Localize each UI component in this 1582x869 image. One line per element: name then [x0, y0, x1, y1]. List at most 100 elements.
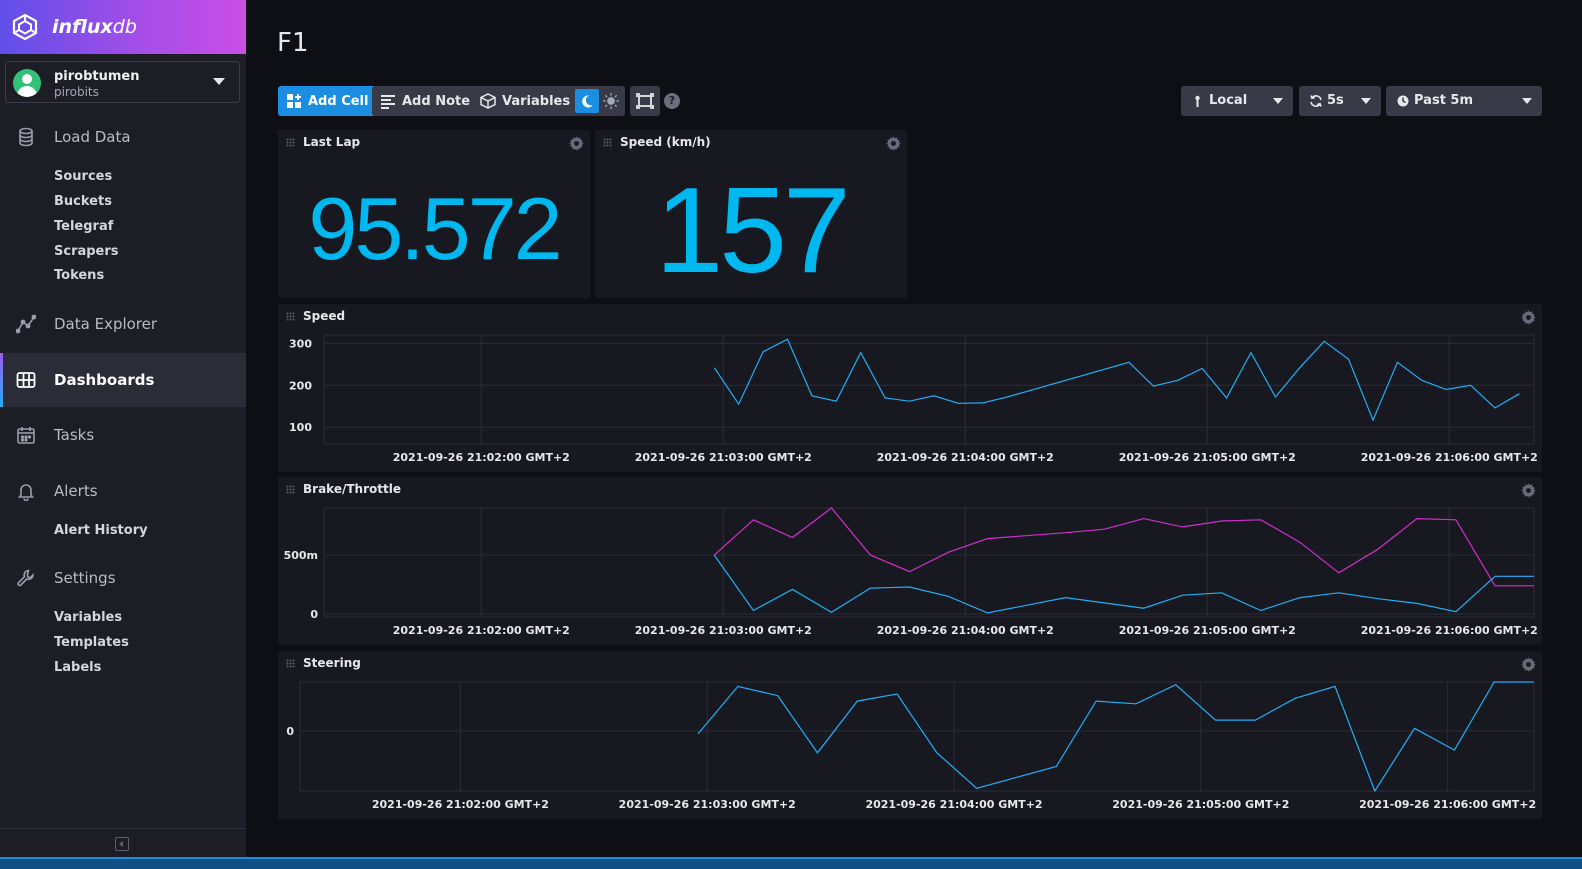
sidebar-subitem-labels[interactable]: Labels [54, 660, 102, 675]
help-icon[interactable]: ? [664, 93, 680, 109]
chevron-down-icon [1522, 98, 1532, 104]
cell-speed-graph[interactable]: Speed 100 200 300 2021-09-26 21:02:00 GMT+2… [278, 304, 1542, 472]
x-tick-label: 2021-09-26 21:02:00 GMT+2 [372, 798, 549, 811]
steering-line-chart[interactable]: 0 2021-09-26 21:02:00 GMT+2 2021-09-26 21:… [278, 651, 1542, 819]
y-tick-label: 500m [284, 549, 318, 562]
sidebar-subitem-templates[interactable]: Templates [54, 635, 129, 650]
series-line-speed[interactable] [713, 338, 1520, 422]
y-tick-label: 0 [310, 608, 318, 621]
time-range-dropdown[interactable]: Past 5m [1386, 86, 1542, 116]
series-line-steering[interactable] [697, 681, 1534, 793]
x-tick-label: 2021-09-26 21:05:00 GMT+2 [1119, 451, 1296, 464]
influxdb-logo-icon [12, 14, 38, 40]
sidebar-subitem-sources[interactable]: Sources [54, 169, 113, 184]
add-cell-label: Add Cell [308, 93, 369, 109]
dashboard-grid-icon [16, 372, 36, 388]
avatar [13, 69, 41, 97]
y-tick-label: 300 [289, 337, 312, 350]
collapse-icon [115, 837, 129, 851]
stat-value: 95.572 [308, 179, 562, 278]
sidebar-subitem-variables[interactable]: Variables [54, 610, 123, 625]
cell-title: Steering [303, 656, 361, 670]
drag-handle-icon[interactable] [286, 485, 295, 494]
stat-value: 157 [655, 162, 851, 298]
sun-icon[interactable] [602, 92, 620, 110]
sidebar-subitem-alert-history[interactable]: Alert History [54, 523, 148, 538]
drag-handle-icon[interactable] [286, 138, 295, 147]
user-name: pirobtumen [54, 69, 140, 84]
series-line-brake[interactable] [713, 554, 1534, 614]
cell-steering-graph[interactable]: Steering 0 2021-09-26 21:02:00 GMT+2 2021-… [278, 651, 1542, 819]
cell-brake-throttle-graph[interactable]: Brake/Throttle 0 500m 2021-09-26 21:02:00 … [278, 477, 1542, 645]
x-tick-label: 2021-09-26 21:03:00 GMT+2 [635, 451, 812, 464]
gear-icon[interactable] [886, 136, 901, 151]
refresh-icon [1310, 95, 1322, 107]
chevron-down-icon [1361, 98, 1371, 104]
sidebar-subitem-tokens[interactable]: Tokens [54, 268, 105, 283]
x-tick-label: 2021-09-26 21:06:00 GMT+2 [1361, 624, 1538, 637]
series-line-throttle[interactable] [713, 507, 1534, 587]
page-title[interactable]: F1 [277, 28, 309, 58]
clock-icon [1397, 95, 1409, 107]
sidebar-item-settings[interactable]: Settings [0, 551, 246, 605]
gear-icon[interactable] [1521, 310, 1536, 325]
x-tick-label: 2021-09-26 21:03:00 GMT+2 [619, 798, 796, 811]
timezone-value: Local [1209, 93, 1248, 108]
sidebar-item-label: Settings [54, 569, 116, 587]
location-pin-icon [1195, 95, 1200, 107]
x-tick-label: 2021-09-26 21:03:00 GMT+2 [635, 624, 812, 637]
x-tick-label: 2021-09-26 21:02:00 GMT+2 [393, 451, 570, 464]
wrench-icon [17, 569, 34, 587]
dark-mode-button[interactable] [575, 89, 599, 113]
bell-icon [17, 484, 35, 501]
sidebar-subitem-buckets[interactable]: Buckets [54, 194, 112, 209]
y-tick-label: 100 [289, 421, 312, 434]
theme-toggle[interactable] [572, 86, 625, 116]
x-tick-label: 2021-09-26 21:04:00 GMT+2 [877, 624, 1054, 637]
sidebar-item-dashboards[interactable]: Dashboards [0, 353, 246, 407]
gear-icon[interactable] [1521, 657, 1536, 672]
cell-speed-stat[interactable]: Speed (km/h) 157 [595, 130, 907, 298]
dashboard-main: F1 Add Cell Add Note Variables [246, 0, 1582, 869]
drag-handle-icon[interactable] [286, 659, 295, 668]
sidebar-subitem-telegraf[interactable]: Telegraf [54, 219, 114, 234]
sidebar-subitem-scrapers[interactable]: Scrapers [54, 244, 119, 259]
sidebar-item-label: Data Explorer [54, 315, 158, 333]
add-cell-button[interactable]: Add Cell [278, 86, 379, 116]
sidebar-item-label: Dashboards [54, 371, 155, 389]
calendar-icon [17, 427, 35, 444]
plot-frame [299, 681, 1535, 792]
gear-icon[interactable] [569, 136, 584, 151]
presentation-mode-button[interactable] [630, 86, 660, 116]
moon-icon [582, 95, 593, 108]
refresh-dropdown[interactable]: 5s [1299, 86, 1381, 116]
timezone-dropdown[interactable]: Local [1181, 86, 1293, 116]
sidebar-item-alerts[interactable]: Alerts [0, 464, 246, 518]
drag-handle-icon[interactable] [286, 312, 295, 321]
brand-name-bold: influx [52, 16, 113, 38]
collapse-sidebar-button[interactable] [0, 828, 246, 858]
y-tick-label: 0 [286, 725, 294, 738]
variables-button[interactable]: Variables [472, 86, 581, 116]
x-tick-label: 2021-09-26 21:05:00 GMT+2 [1119, 624, 1296, 637]
drag-handle-icon[interactable] [603, 138, 612, 147]
sidebar-item-data-explorer[interactable]: Data Explorer [0, 297, 246, 351]
x-tick-label: 2021-09-26 21:04:00 GMT+2 [877, 451, 1054, 464]
cell-title: Last Lap [303, 135, 361, 149]
x-tick-label: 2021-09-26 21:05:00 GMT+2 [1112, 798, 1289, 811]
sidebar-item-tasks[interactable]: Tasks [0, 408, 246, 462]
y-tick-label: 200 [289, 379, 312, 392]
sidebar-item-label: Alerts [54, 482, 98, 500]
sidebar-item-load-data[interactable]: Load Data [0, 110, 246, 164]
add-note-button[interactable]: Add Note [372, 86, 481, 116]
brake-throttle-line-chart[interactable]: 0 500m 2021-09-26 21:02:00 GMT+2 2021-09-26… [278, 477, 1542, 645]
sidebar: influxdb pirobtumen pirobits Load Data S… [0, 0, 246, 869]
logo[interactable]: influxdb [0, 0, 246, 54]
gear-icon[interactable] [1521, 483, 1536, 498]
cube-icon [480, 93, 496, 109]
user-menu[interactable]: pirobtumen pirobits [5, 61, 240, 103]
brand-name: influxdb [52, 16, 137, 38]
speed-line-chart[interactable]: 100 200 300 2021-09-26 21:02:00 GMT+2 2021-0… [278, 304, 1542, 472]
cell-last-lap[interactable]: Last Lap 95.572 [278, 130, 590, 298]
